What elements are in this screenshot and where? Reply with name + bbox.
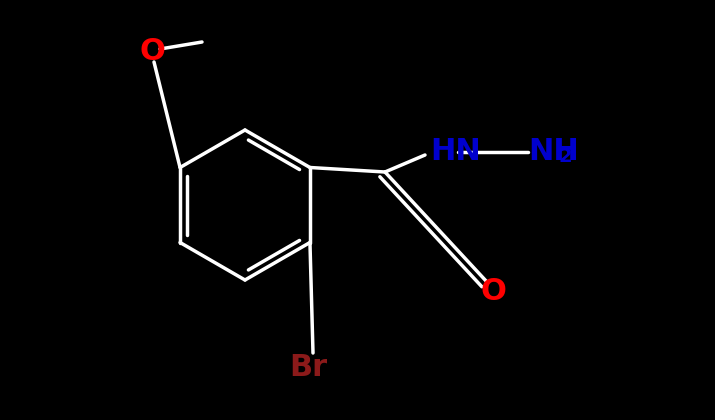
Text: HN: HN	[430, 137, 480, 166]
Text: O: O	[139, 37, 165, 66]
Text: 2: 2	[558, 147, 571, 165]
Text: Br: Br	[289, 354, 327, 383]
Text: NH: NH	[528, 137, 578, 166]
Text: O: O	[480, 278, 506, 307]
